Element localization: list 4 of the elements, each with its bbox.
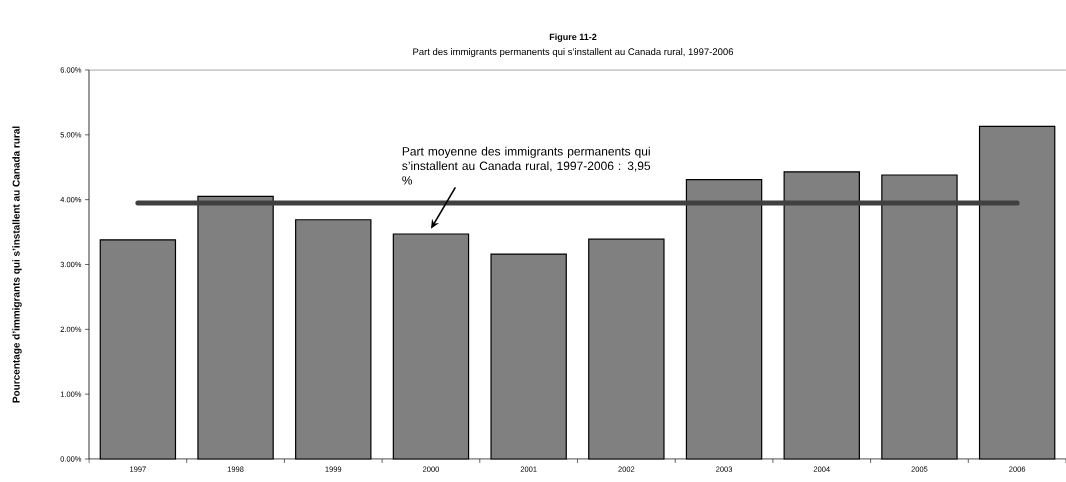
chart-subtitle: Part des immigrants permanents qui s’installent au Canada rural, 1997-2006: [413, 48, 734, 57]
y-axis-title: Pourcentage d’immigrants qui s’installent au Canada rural: [12, 126, 22, 403]
ref-line-label: Part moyenne des immigrants permanents qui s’installent au Canada rural, 1997-2006 : 3,95 %: [402, 146, 651, 185]
chart-title: Figure 11-2: [549, 33, 597, 42]
